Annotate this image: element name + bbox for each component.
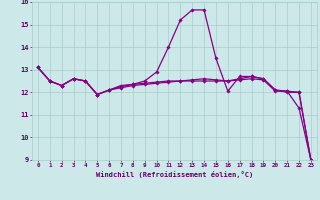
X-axis label: Windchill (Refroidissement éolien,°C): Windchill (Refroidissement éolien,°C) xyxy=(96,171,253,178)
